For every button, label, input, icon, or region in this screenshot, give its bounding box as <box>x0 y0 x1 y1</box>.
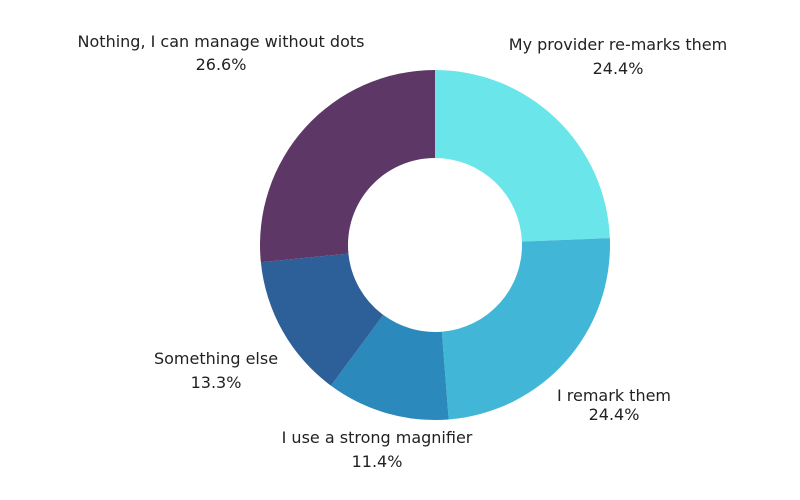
slice-value-label: 24.4% <box>589 405 640 424</box>
slice-label: Something else <box>154 349 278 368</box>
slice-label: I remark them <box>557 386 671 405</box>
donut-slice <box>435 70 610 242</box>
donut-slice <box>441 238 610 420</box>
slice-value-label: 26.6% <box>196 55 247 74</box>
slice-label: Nothing, I can manage without dots <box>78 32 365 51</box>
slices-group <box>260 70 610 420</box>
slice-value-label: 13.3% <box>191 373 242 392</box>
slice-label: My provider re-marks them <box>509 35 727 54</box>
donut-slice <box>260 253 384 386</box>
donut-slice <box>260 70 435 263</box>
slice-value-label: 24.4% <box>593 59 644 78</box>
slice-label: I use a strong magnifier <box>282 428 473 447</box>
slice-value-label: 11.4% <box>352 452 403 471</box>
donut-slice <box>330 314 449 420</box>
